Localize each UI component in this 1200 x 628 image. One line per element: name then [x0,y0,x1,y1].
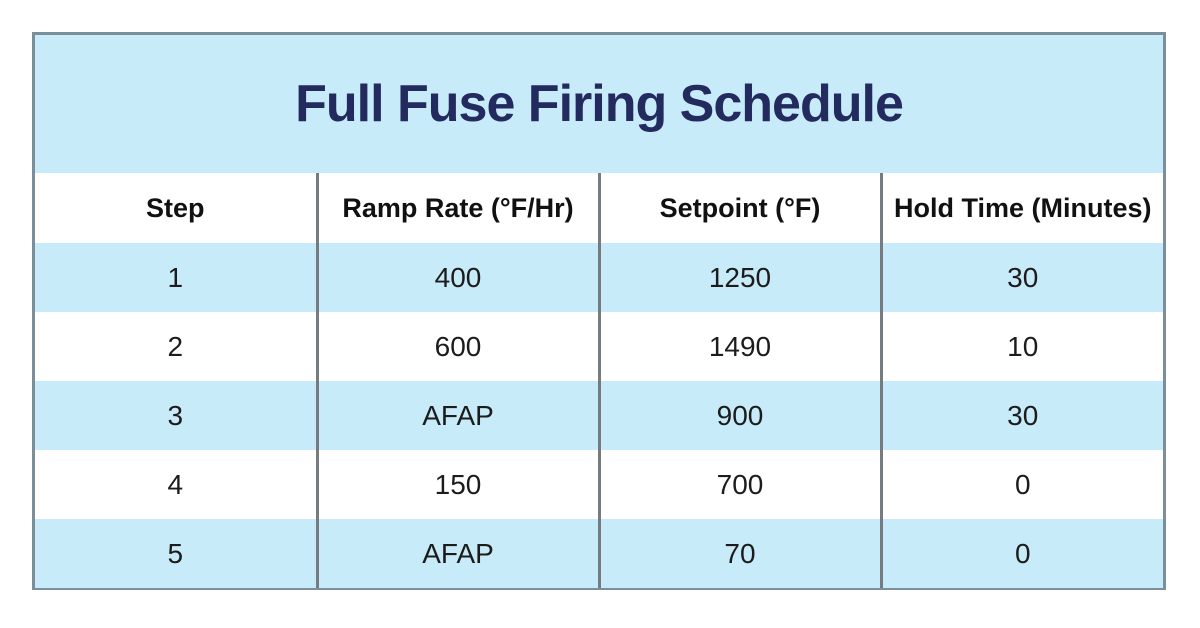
table-row: 3 AFAP 900 30 [35,381,1163,450]
table-cell: 150 [315,450,599,519]
table-cell: 3 [35,381,317,450]
page-title: Full Fuse Firing Schedule [295,75,904,133]
table-body: 1 400 1250 30 2 600 1490 10 3 AFAP 900 30 4 150 700 0 5 A… [35,243,1163,588]
table-cell: 70 [597,519,881,588]
table-cell: 30 [879,381,1163,450]
table-cell: 4 [35,450,317,519]
table-cell: 30 [879,243,1163,312]
table-cell: AFAP [315,381,599,450]
table-cell: 600 [315,312,599,381]
table-cell: 0 [879,519,1163,588]
table-row: 5 AFAP 70 0 [35,519,1163,588]
table-cell: 10 [879,312,1163,381]
column-header: Step [35,173,317,243]
table-header-row: Step Ramp Rate (°F/Hr) Setpoint (°F) Hold T… [35,173,1163,243]
column-header: Hold Time (Minutes) [879,173,1163,243]
table-cell: 2 [35,312,317,381]
firing-schedule-card: Full Fuse Firing Schedule Step Ramp Rate … [32,32,1166,590]
column-header: Ramp Rate (°F/Hr) [315,173,599,243]
table-row: 4 150 700 0 [35,450,1163,519]
table-cell: 900 [597,381,881,450]
firing-schedule-table: Step Ramp Rate (°F/Hr) Setpoint (°F) Hold T… [35,173,1163,588]
table-cell: 700 [597,450,881,519]
column-header: Setpoint (°F) [597,173,881,243]
table-cell: 5 [35,519,317,588]
table-header: Step Ramp Rate (°F/Hr) Setpoint (°F) Hold T… [35,173,1163,243]
table-cell: 1 [35,243,317,312]
table-row: 1 400 1250 30 [35,243,1163,312]
table-cell: AFAP [315,519,599,588]
title-band: Full Fuse Firing Schedule [35,35,1163,173]
table-cell: 1250 [597,243,881,312]
table-cell: 1490 [597,312,881,381]
table-cell: 400 [315,243,599,312]
table-cell: 0 [879,450,1163,519]
table-row: 2 600 1490 10 [35,312,1163,381]
